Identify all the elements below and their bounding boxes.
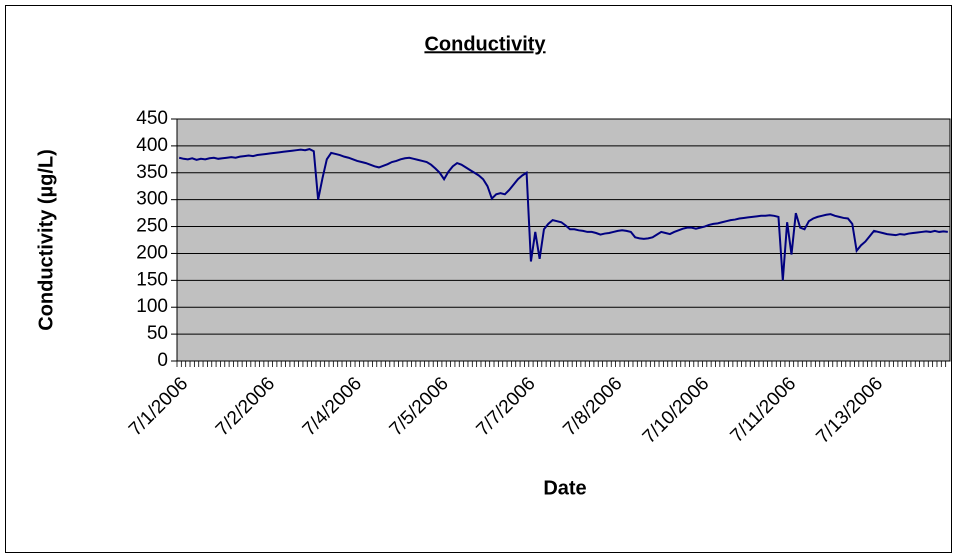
y-tick-label: 200 bbox=[136, 242, 168, 263]
y-tick-label: 150 bbox=[136, 269, 168, 290]
chart-title: Conductivity bbox=[424, 33, 546, 55]
y-tick-label: 400 bbox=[136, 135, 168, 156]
y-tick-label: 0 bbox=[157, 350, 168, 371]
y-tick-label: 250 bbox=[136, 216, 168, 237]
y-tick-label: 350 bbox=[136, 162, 168, 183]
y-tick-label: 100 bbox=[136, 296, 168, 317]
y-tick-label: 450 bbox=[136, 108, 168, 129]
x-axis-title: Date bbox=[543, 477, 586, 499]
plot-area bbox=[177, 119, 950, 361]
data-line bbox=[178, 148, 948, 281]
y-tick-label: 50 bbox=[147, 323, 168, 344]
y-tick-label: 300 bbox=[136, 189, 168, 210]
y-axis-title: Conductivity (µg/L) bbox=[35, 149, 57, 331]
